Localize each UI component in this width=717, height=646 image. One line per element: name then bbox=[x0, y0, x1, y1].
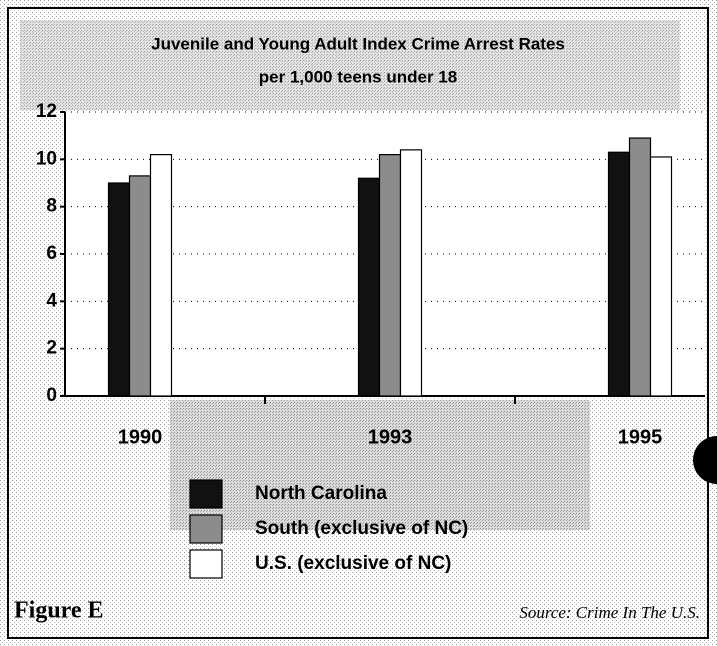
chart-subtitle: per 1,000 teens under 18 bbox=[259, 67, 457, 86]
legend-label: U.S. (exclusive of NC) bbox=[255, 553, 451, 574]
legend-swatch bbox=[189, 479, 223, 509]
legend-label: North Carolina bbox=[255, 483, 387, 504]
y-tick-label: 8 bbox=[46, 196, 57, 217]
chart-title: Juvenile and Young Adult Index Crime Arr… bbox=[151, 34, 565, 53]
source-note: Source: Crime In The U.S. bbox=[519, 603, 700, 622]
bar bbox=[378, 154, 402, 397]
y-tick-label: 10 bbox=[36, 148, 57, 169]
bar bbox=[357, 177, 381, 397]
x-tick-label: 1995 bbox=[618, 426, 663, 448]
x-tick-label: 1990 bbox=[118, 426, 163, 448]
x-tick-label: 1993 bbox=[368, 426, 413, 448]
bar bbox=[149, 154, 173, 397]
figure-label: Figure E bbox=[14, 598, 104, 624]
legend-swatch bbox=[189, 514, 223, 544]
y-tick-label: 12 bbox=[36, 101, 57, 122]
bar bbox=[399, 149, 423, 397]
bar bbox=[107, 182, 131, 397]
bar bbox=[607, 151, 631, 397]
binder-hole bbox=[693, 436, 717, 484]
frame bbox=[7, 7, 709, 639]
y-tick-label: 2 bbox=[46, 338, 57, 359]
bar bbox=[128, 175, 152, 397]
bar bbox=[628, 137, 652, 397]
y-tick-label: 0 bbox=[46, 385, 57, 406]
legend-swatch bbox=[189, 549, 223, 579]
axis-shade bbox=[170, 400, 590, 530]
bar bbox=[649, 156, 673, 397]
legend-label: South (exclusive of NC) bbox=[255, 518, 468, 539]
y-tick-label: 4 bbox=[46, 290, 57, 311]
y-tick-label: 6 bbox=[46, 243, 57, 264]
title-shade bbox=[20, 20, 680, 110]
